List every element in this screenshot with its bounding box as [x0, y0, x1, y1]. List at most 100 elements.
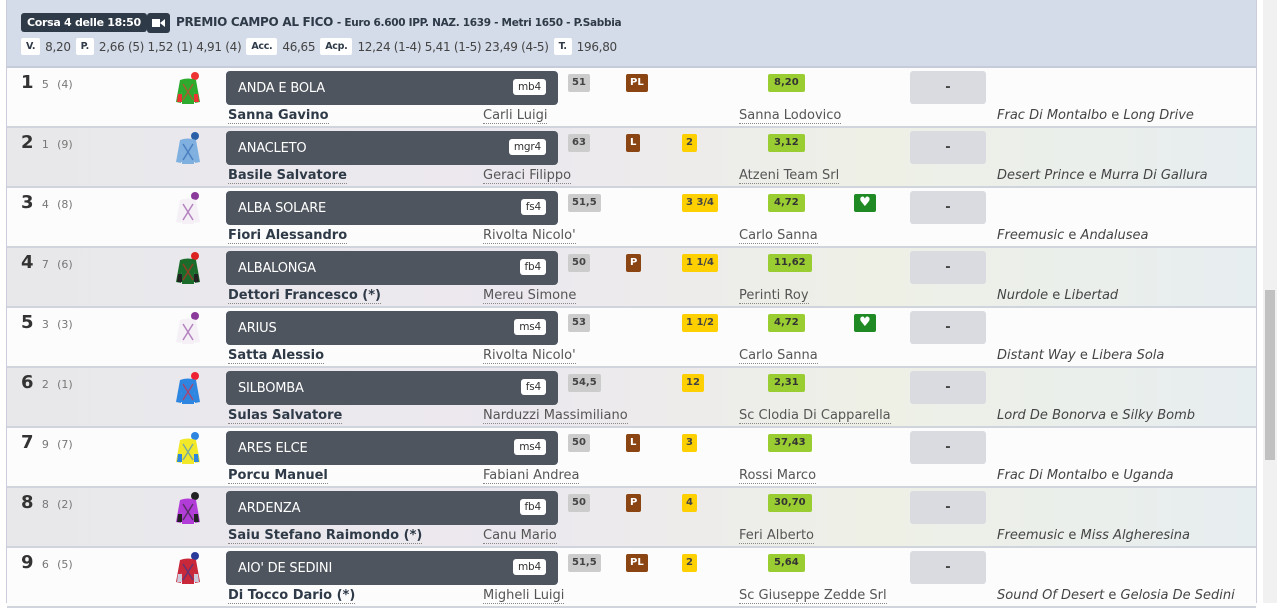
bet-button[interactable]: -: [910, 71, 986, 104]
sire: Nurdole: [997, 288, 1049, 303]
breeding: Frac Di Montalbo e Uganda: [997, 468, 1174, 483]
bet-button[interactable]: -: [910, 371, 986, 404]
video-camera-icon[interactable]: [147, 13, 170, 33]
heart-icon[interactable]: ♥: [854, 314, 876, 332]
odds-badge: 2,31: [768, 374, 805, 392]
owner-link[interactable]: Carlo Sanna: [739, 348, 818, 364]
trainer-link[interactable]: Migheli Luigi: [483, 588, 565, 604]
owner-link[interactable]: Atzeni Team Srl: [739, 168, 840, 184]
bet-button[interactable]: -: [910, 251, 986, 284]
owner-link[interactable]: Feri Alberto: [739, 528, 815, 544]
horse-name-button[interactable]: AIO' DE SEDINI mb4: [226, 551, 558, 585]
horse-sex-age-tag: fs4: [520, 199, 546, 215]
horse-sex-age-tag: fs4: [520, 379, 546, 395]
horse-sex-age-tag: fb4: [519, 259, 546, 275]
horse-name-button[interactable]: ANDA E BOLA mb4: [226, 71, 558, 105]
sire: Distant Way: [997, 348, 1076, 363]
bet-button[interactable]: -: [910, 491, 986, 524]
breeding: Nurdole e Libertad: [997, 288, 1118, 303]
jockey-link[interactable]: Dettori Francesco (*): [228, 288, 381, 304]
place: 9: [21, 552, 34, 573]
finish-position: 4 7 (6): [21, 252, 73, 273]
horse-name-button[interactable]: ALBA SOLARE fs4: [226, 191, 558, 225]
bet-button[interactable]: -: [910, 551, 986, 584]
horse-sex-age-tag: mgr4: [508, 139, 546, 155]
heart-icon[interactable]: ♥: [854, 194, 876, 212]
trainer-link[interactable]: Rivolta Nicolo': [483, 348, 576, 364]
breeding-separator: e: [1079, 348, 1088, 363]
trainer-link[interactable]: Rivolta Nicolo': [483, 228, 576, 244]
scrollbar-thumb[interactable]: [1265, 290, 1275, 460]
horse-name: ALBA SOLARE: [238, 201, 327, 216]
finish-position: 8 8 (2): [21, 492, 73, 513]
equipment-badge: P: [626, 254, 642, 272]
bet-button[interactable]: -: [910, 191, 986, 224]
breeding-separator: e: [1068, 228, 1077, 243]
owner-link[interactable]: Carlo Sanna: [739, 228, 818, 244]
race-time-badge[interactable]: Corsa 4 delle 18:50: [21, 13, 147, 32]
draw: (3): [57, 318, 73, 331]
horse-name: ANACLETO: [238, 141, 307, 156]
jockey-link[interactable]: Satta Alessio: [228, 348, 325, 364]
weight-badge: 53: [568, 314, 590, 332]
trainer-link[interactable]: Canu Mario: [483, 528, 557, 544]
jockey-link[interactable]: Saiu Stefano Raimondo (*): [228, 528, 423, 544]
dam: Long Drive: [1123, 108, 1194, 123]
runner-row: 1 5 (4) ANDA E BOLA mb4 Sanna Gavino Carl…: [7, 68, 1256, 128]
breeding-separator: e: [1111, 468, 1120, 483]
owner-link[interactable]: Sc Clodia Di Capparella: [739, 408, 891, 424]
bet-button[interactable]: -: [910, 131, 986, 164]
weight-badge: 50: [568, 434, 590, 452]
place: 8: [21, 492, 34, 513]
label-acp: Acp.: [320, 38, 353, 55]
horse-name: ALBALONGA: [238, 261, 316, 276]
jockey-silks-icon: [176, 432, 200, 464]
breeding-separator: e: [1052, 288, 1061, 303]
owner-link[interactable]: Sc Giuseppe Zedde Srl: [739, 588, 887, 604]
horse-name-button[interactable]: ARES ELCE ms4: [226, 431, 558, 465]
jockey-link[interactable]: Di Tocco Dario (*): [228, 588, 356, 604]
jockey-link[interactable]: Sanna Gavino: [228, 108, 329, 124]
draw: (2): [57, 498, 73, 511]
distance-badge: 2: [682, 554, 697, 572]
runner-row: 3 4 (8) ALBA SOLARE fs4 Fiori Alessandro …: [7, 188, 1256, 248]
equipment-badge: P: [626, 494, 642, 512]
saddle-number: 1: [41, 138, 49, 151]
horse-sex-age-tag: ms4: [514, 439, 546, 455]
jockey-link[interactable]: Fiori Alessandro: [228, 228, 348, 244]
jockey-link[interactable]: Basile Salvatore: [228, 168, 347, 184]
trainer-link[interactable]: Geraci Filippo: [483, 168, 572, 184]
weight-badge: 51,5: [568, 194, 601, 212]
horse-name-button[interactable]: ARDENZA fb4: [226, 491, 558, 525]
draw: (6): [57, 258, 73, 271]
place: 3: [21, 192, 34, 213]
horse-name-button[interactable]: ANACLETO mgr4: [226, 131, 558, 165]
place: 2: [21, 132, 34, 153]
runner-row: 2 1 (9) ANACLETO mgr4 Basile Salvatore Ge…: [7, 128, 1256, 188]
bet-button[interactable]: -: [910, 431, 986, 464]
breeding: Desert Prince e Murra Di Gallura: [997, 168, 1208, 183]
horse-name-button[interactable]: ARIUS ms4: [226, 311, 558, 345]
horse-name-button[interactable]: ALBALONGA fb4: [226, 251, 558, 285]
trainer-link[interactable]: Mereu Simone: [483, 288, 577, 304]
horse-name-button[interactable]: SILBOMBA fs4: [226, 371, 558, 405]
dam: Silky Bomb: [1122, 408, 1196, 423]
race-name: PREMIO CAMPO AL FICO: [176, 15, 334, 29]
place: 1: [21, 72, 34, 93]
jockey-link[interactable]: Sulas Salvatore: [228, 408, 343, 424]
jockey-link[interactable]: Porcu Manuel: [228, 468, 328, 484]
horse-sex-age-tag: mb4: [513, 79, 546, 95]
owner-link[interactable]: Sanna Lodovico: [739, 108, 842, 124]
trainer-link[interactable]: Carli Luigi: [483, 108, 548, 124]
bet-button[interactable]: -: [910, 311, 986, 344]
trainer-link[interactable]: Fabiani Andrea: [483, 468, 580, 484]
owner-link[interactable]: Rossi Marco: [739, 468, 817, 484]
breeding-separator: e: [1108, 588, 1117, 603]
trainer-link[interactable]: Narduzzi Massimiliano: [483, 408, 628, 424]
value-vincente: 8,20: [45, 39, 71, 54]
breeding: Lord De Bonorva e Silky Bomb: [997, 408, 1195, 423]
weight-badge: 50: [568, 494, 590, 512]
dam: Miss Algheresina: [1080, 528, 1190, 543]
distance-badge: 2: [682, 134, 697, 152]
owner-link[interactable]: Perinti Roy: [739, 288, 809, 304]
